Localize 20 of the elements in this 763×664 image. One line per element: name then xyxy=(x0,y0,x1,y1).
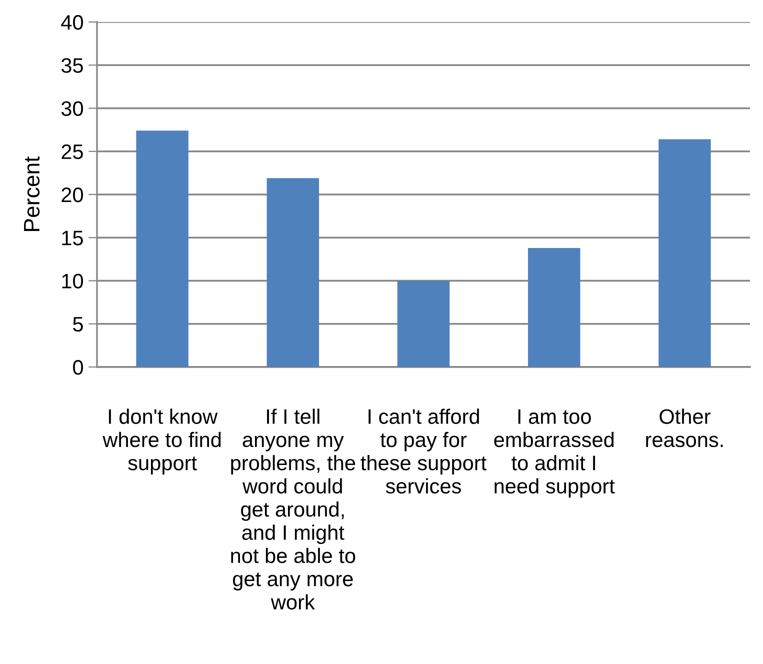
bar xyxy=(136,130,188,367)
bar xyxy=(528,248,580,367)
x-tick-label: I don't know where to find support xyxy=(102,408,221,474)
bar xyxy=(266,178,320,367)
y-tick-label: 35 xyxy=(61,58,83,73)
y-tick-label: 30 xyxy=(61,101,83,116)
bar xyxy=(658,139,711,367)
y-tick-label: 15 xyxy=(62,230,83,246)
y-tick-label: 10 xyxy=(62,274,83,289)
x-tick-label: I am too embarrassed to admit I need support xyxy=(494,409,615,498)
category-label: If I tell anyone my problems, the word could get around, and I might not be able to get any more work xyxy=(231,408,356,610)
y-tick-label: 40 xyxy=(61,15,83,30)
x-tick-label: I can't afford to pay for these support services xyxy=(360,408,486,494)
y-tick-label: 5 xyxy=(73,317,83,332)
y-tick-label: 25 xyxy=(62,144,83,160)
y-axis-title: Percent xyxy=(24,156,40,231)
bar xyxy=(397,280,450,367)
x-tick-label: Other reasons. xyxy=(646,408,723,448)
y-tick-label: 0 xyxy=(73,360,83,375)
y-tick-label: 20 xyxy=(62,188,83,202)
